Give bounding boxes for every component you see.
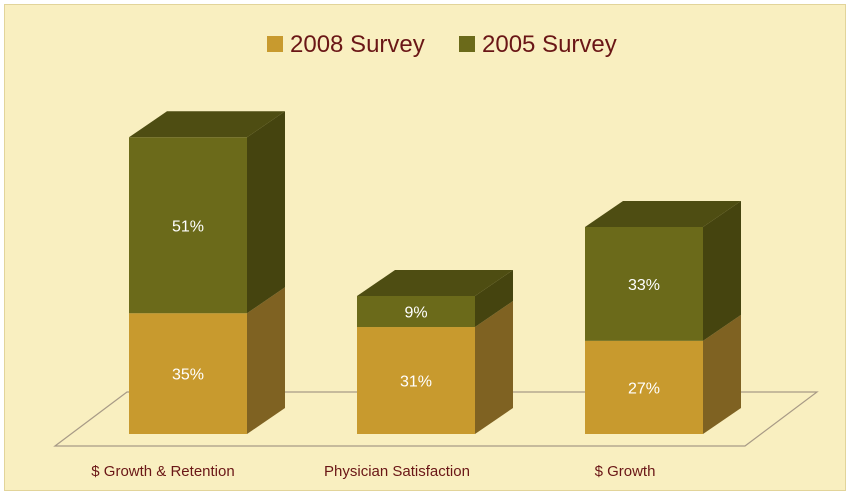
- bar-side-2-1: [475, 301, 513, 434]
- legend-label-1: 2008 Survey: [290, 31, 425, 58]
- stacked-bar-chart: 2008 Survey 2005 Survey 35% 51% $ Growth & R…: [53, 31, 819, 480]
- bar-side-3-2: [703, 201, 741, 341]
- bar-stack-2: 31% 9%: [357, 270, 513, 434]
- data-label-2-2: 9%: [404, 305, 427, 322]
- data-label-3-2: 33%: [628, 277, 660, 294]
- data-label-3-1: 27%: [628, 380, 660, 397]
- bar-3-1: [585, 340, 703, 434]
- bar-side-1-2: [247, 111, 285, 314]
- legend: 2008 Survey 2005 Survey: [267, 31, 617, 58]
- floor-plane: [53, 391, 819, 447]
- category-label-3: $ Growth: [595, 463, 656, 480]
- bar-3-2: [585, 227, 703, 341]
- bar-side-3-1: [703, 314, 741, 434]
- data-label-1-2: 51%: [172, 218, 204, 235]
- data-label-1-1: 35%: [172, 367, 204, 384]
- legend-swatch-1: [267, 36, 283, 52]
- legend-swatch-2: [459, 36, 475, 52]
- bar-side-2-2: [475, 270, 513, 328]
- bar-top-2: [357, 270, 513, 296]
- category-label-1: $ Growth & Retention: [91, 463, 234, 480]
- category-label-2: Physician Satisfaction: [324, 463, 470, 480]
- bar-top-3: [585, 201, 741, 227]
- bar-side-1-1: [247, 287, 285, 434]
- data-label-2-1: 31%: [400, 374, 432, 391]
- bar-top-1: [129, 111, 285, 138]
- bar-1-2: [129, 137, 247, 314]
- bar-1-1: [129, 313, 247, 434]
- legend-label-2: 2005 Survey: [482, 31, 617, 58]
- chart-panel: 2008 Survey 2005 Survey 35% 51% $ Growth & R…: [4, 4, 846, 491]
- bar-2-2: [357, 296, 475, 328]
- bar-stack-1: 35% 51%: [129, 111, 285, 434]
- bar-stack-3: 27% 33%: [585, 201, 741, 434]
- bar-2-1: [357, 327, 475, 434]
